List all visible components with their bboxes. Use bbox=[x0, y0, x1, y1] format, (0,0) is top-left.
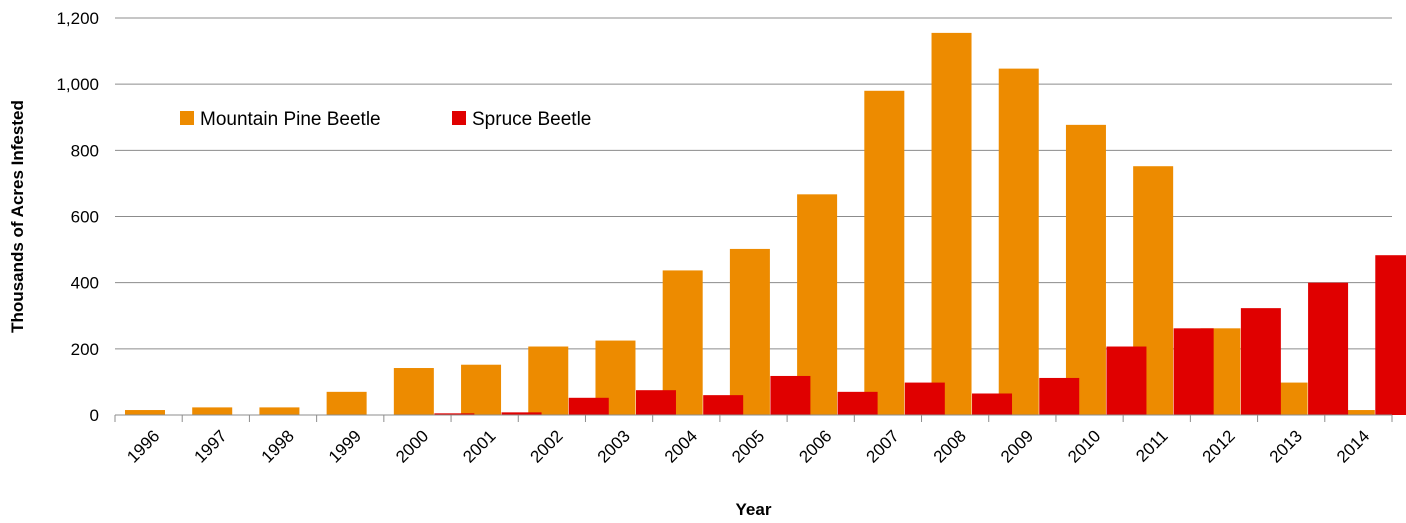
x-tick-label: 2008 bbox=[930, 426, 970, 466]
bar-mountain-pine-beetle-2005 bbox=[729, 248, 770, 415]
x-tick-label: 2010 bbox=[1064, 426, 1104, 466]
bar-mountain-pine-beetle-2000 bbox=[393, 368, 434, 415]
y-tick-label: 400 bbox=[71, 274, 99, 293]
x-tick-label: 1998 bbox=[258, 426, 298, 466]
y-axis-ticks: 0 200 400 600 800 1,000 1,200 bbox=[56, 9, 99, 425]
x-tick-label: 2002 bbox=[527, 426, 567, 466]
x-tick-label: 2004 bbox=[661, 426, 701, 466]
bar-mountain-pine-beetle-2009 bbox=[998, 68, 1039, 416]
bar-spruce-beetle-2010 bbox=[1106, 346, 1147, 415]
bar-mountain-pine-beetle-2002 bbox=[528, 346, 569, 415]
y-tick-label: 1,200 bbox=[56, 9, 99, 28]
x-tick-label: 2006 bbox=[795, 426, 835, 466]
bar-spruce-beetle-2012 bbox=[1240, 308, 1281, 415]
bar-spruce-beetle-2000 bbox=[434, 413, 475, 415]
y-tick-label: 1,000 bbox=[56, 75, 99, 94]
y-tick-label: 0 bbox=[90, 406, 99, 425]
x-tick-label: 1999 bbox=[325, 426, 365, 466]
x-tick-label: 2011 bbox=[1132, 426, 1171, 465]
bar-mountain-pine-beetle-2014 bbox=[1334, 410, 1375, 415]
x-tick-label: 1997 bbox=[190, 426, 230, 466]
legend-label-mountain-pine-beetle: Mountain Pine Beetle bbox=[200, 109, 381, 130]
x-tick-label: 2009 bbox=[997, 426, 1037, 466]
bar-mountain-pine-beetle-2008 bbox=[931, 32, 972, 415]
bar-spruce-beetle-2014 bbox=[1375, 255, 1406, 415]
x-tick-label: 1996 bbox=[123, 426, 163, 466]
bar-spruce-beetle-2013 bbox=[1308, 282, 1349, 415]
y-tick-label: 200 bbox=[71, 340, 99, 359]
x-tick-label: 2001 bbox=[459, 426, 499, 466]
x-tick-label: 2012 bbox=[1199, 426, 1239, 466]
bars bbox=[125, 32, 1406, 416]
x-tick-label: 2007 bbox=[863, 426, 903, 466]
bar-mountain-pine-beetle-2001 bbox=[461, 364, 502, 415]
bar-spruce-beetle-2008 bbox=[972, 393, 1013, 415]
bar-spruce-beetle-2001 bbox=[501, 412, 542, 415]
x-tick-label: 2000 bbox=[392, 426, 432, 466]
bar-mountain-pine-beetle-2010 bbox=[1065, 124, 1106, 416]
bar-spruce-beetle-2011 bbox=[1173, 328, 1214, 415]
bar-mountain-pine-beetle-1997 bbox=[192, 407, 233, 415]
bar-spruce-beetle-2003 bbox=[635, 390, 676, 415]
y-axis-title: Thousands of Acres Infested bbox=[8, 100, 27, 333]
y-tick-label: 800 bbox=[71, 141, 99, 160]
y-tick-label: 600 bbox=[71, 208, 99, 227]
legend: Mountain Pine Beetle Spruce Beetle bbox=[180, 109, 591, 130]
x-tick-label: 2003 bbox=[594, 426, 634, 466]
bar-spruce-beetle-2005 bbox=[770, 375, 811, 415]
bar-spruce-beetle-2004 bbox=[703, 395, 744, 415]
bar-spruce-beetle-2002 bbox=[568, 397, 609, 415]
bar-spruce-beetle-2007 bbox=[904, 382, 945, 415]
x-tick-label: 2005 bbox=[728, 426, 768, 466]
bar-mountain-pine-beetle-1999 bbox=[326, 391, 367, 415]
legend-label-spruce-beetle: Spruce Beetle bbox=[472, 109, 591, 130]
legend-swatch-mountain-pine-beetle bbox=[180, 111, 194, 125]
bar-spruce-beetle-2006 bbox=[837, 391, 878, 415]
bar-mountain-pine-beetle-1998 bbox=[259, 407, 300, 415]
x-tick-label: 2013 bbox=[1266, 426, 1306, 466]
x-tick-label: 2014 bbox=[1333, 426, 1373, 466]
bar-spruce-beetle-2009 bbox=[1039, 377, 1080, 415]
x-axis-ticks: 1996 1997 1998 1999 2000 2001 2002 2003 2004 2005… bbox=[114, 415, 1393, 467]
legend-swatch-spruce-beetle bbox=[452, 111, 466, 125]
x-axis-title: Year bbox=[736, 500, 772, 519]
bar-mountain-pine-beetle-1996 bbox=[125, 410, 165, 415]
bar-mountain-pine-beetle-2007 bbox=[864, 90, 905, 416]
